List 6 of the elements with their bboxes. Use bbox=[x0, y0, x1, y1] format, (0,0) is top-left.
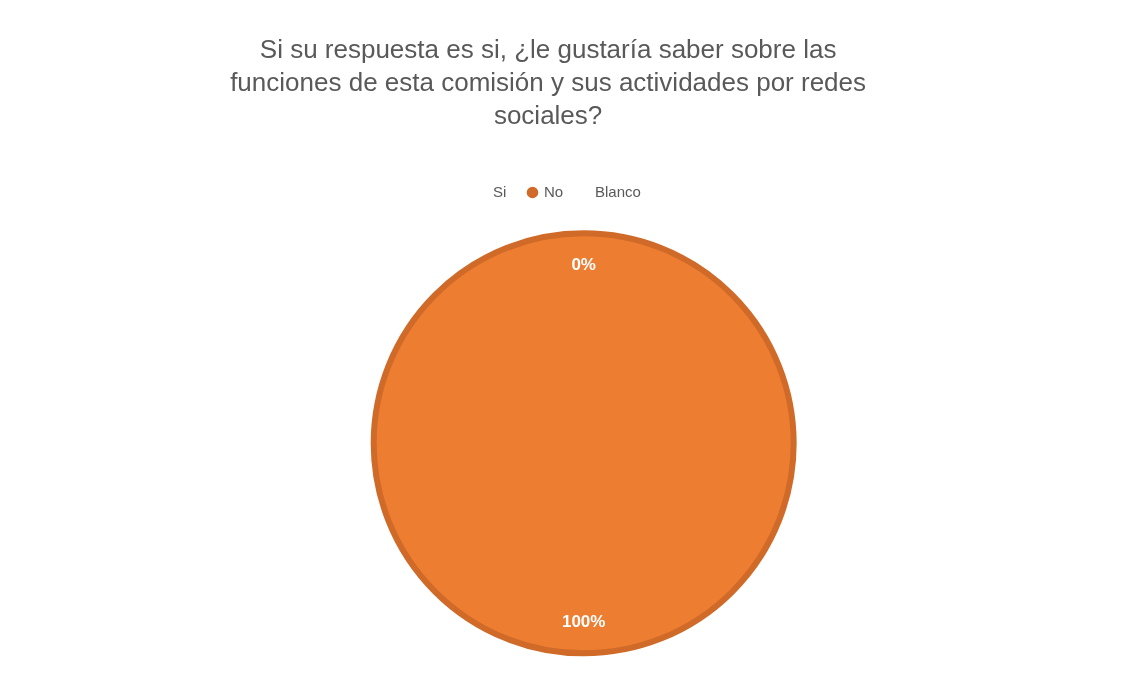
category-label: Blanco bbox=[595, 183, 641, 200]
chart-title: Si su respuesta es si, ¿le gustaría saber sobre las funciones de esta comisión y sus actividades por redes sociales? bbox=[230, 33, 867, 130]
text: 0% bbox=[571, 255, 596, 275]
category-label: Si bbox=[493, 183, 507, 200]
data-label: 100% bbox=[561, 612, 606, 632]
legend-label: No bbox=[544, 183, 564, 200]
